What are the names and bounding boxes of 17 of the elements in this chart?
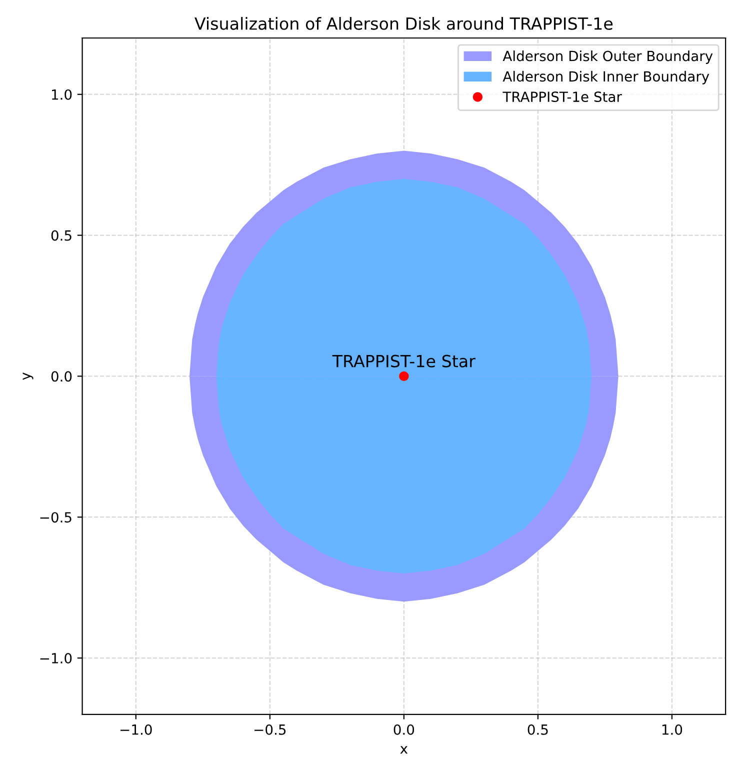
y-axis-title: y: [22, 372, 34, 380]
x-axis-title: x: [400, 746, 408, 754]
x-tick-label: −1.0: [120, 724, 152, 735]
annotation: TRAPPIST-1e Star: [332, 354, 476, 368]
x-tick-label: −0.5: [254, 724, 286, 735]
legend-label: Alderson Disk Outer Boundary: [502, 50, 713, 64]
legend-label: TRAPPIST-1e Star: [502, 92, 622, 102]
y-tick-label: −0.5: [40, 512, 72, 523]
x-tick-label: 0.0: [394, 724, 414, 735]
y-tick-label: 0.5: [51, 230, 72, 241]
x-tick-label: 0.5: [528, 724, 548, 735]
x-tick-label: 1.0: [662, 724, 682, 735]
legend-label: Alderson Disk Inner Boundary: [502, 70, 710, 84]
y-tick-label: 0.0: [51, 371, 72, 382]
y-tick-label: −1.0: [40, 653, 72, 664]
y-tick-label: 1.0: [52, 89, 72, 100]
chart-title: Visualization of Alderson Disk around TRAPPIST-1e: [194, 17, 613, 30]
